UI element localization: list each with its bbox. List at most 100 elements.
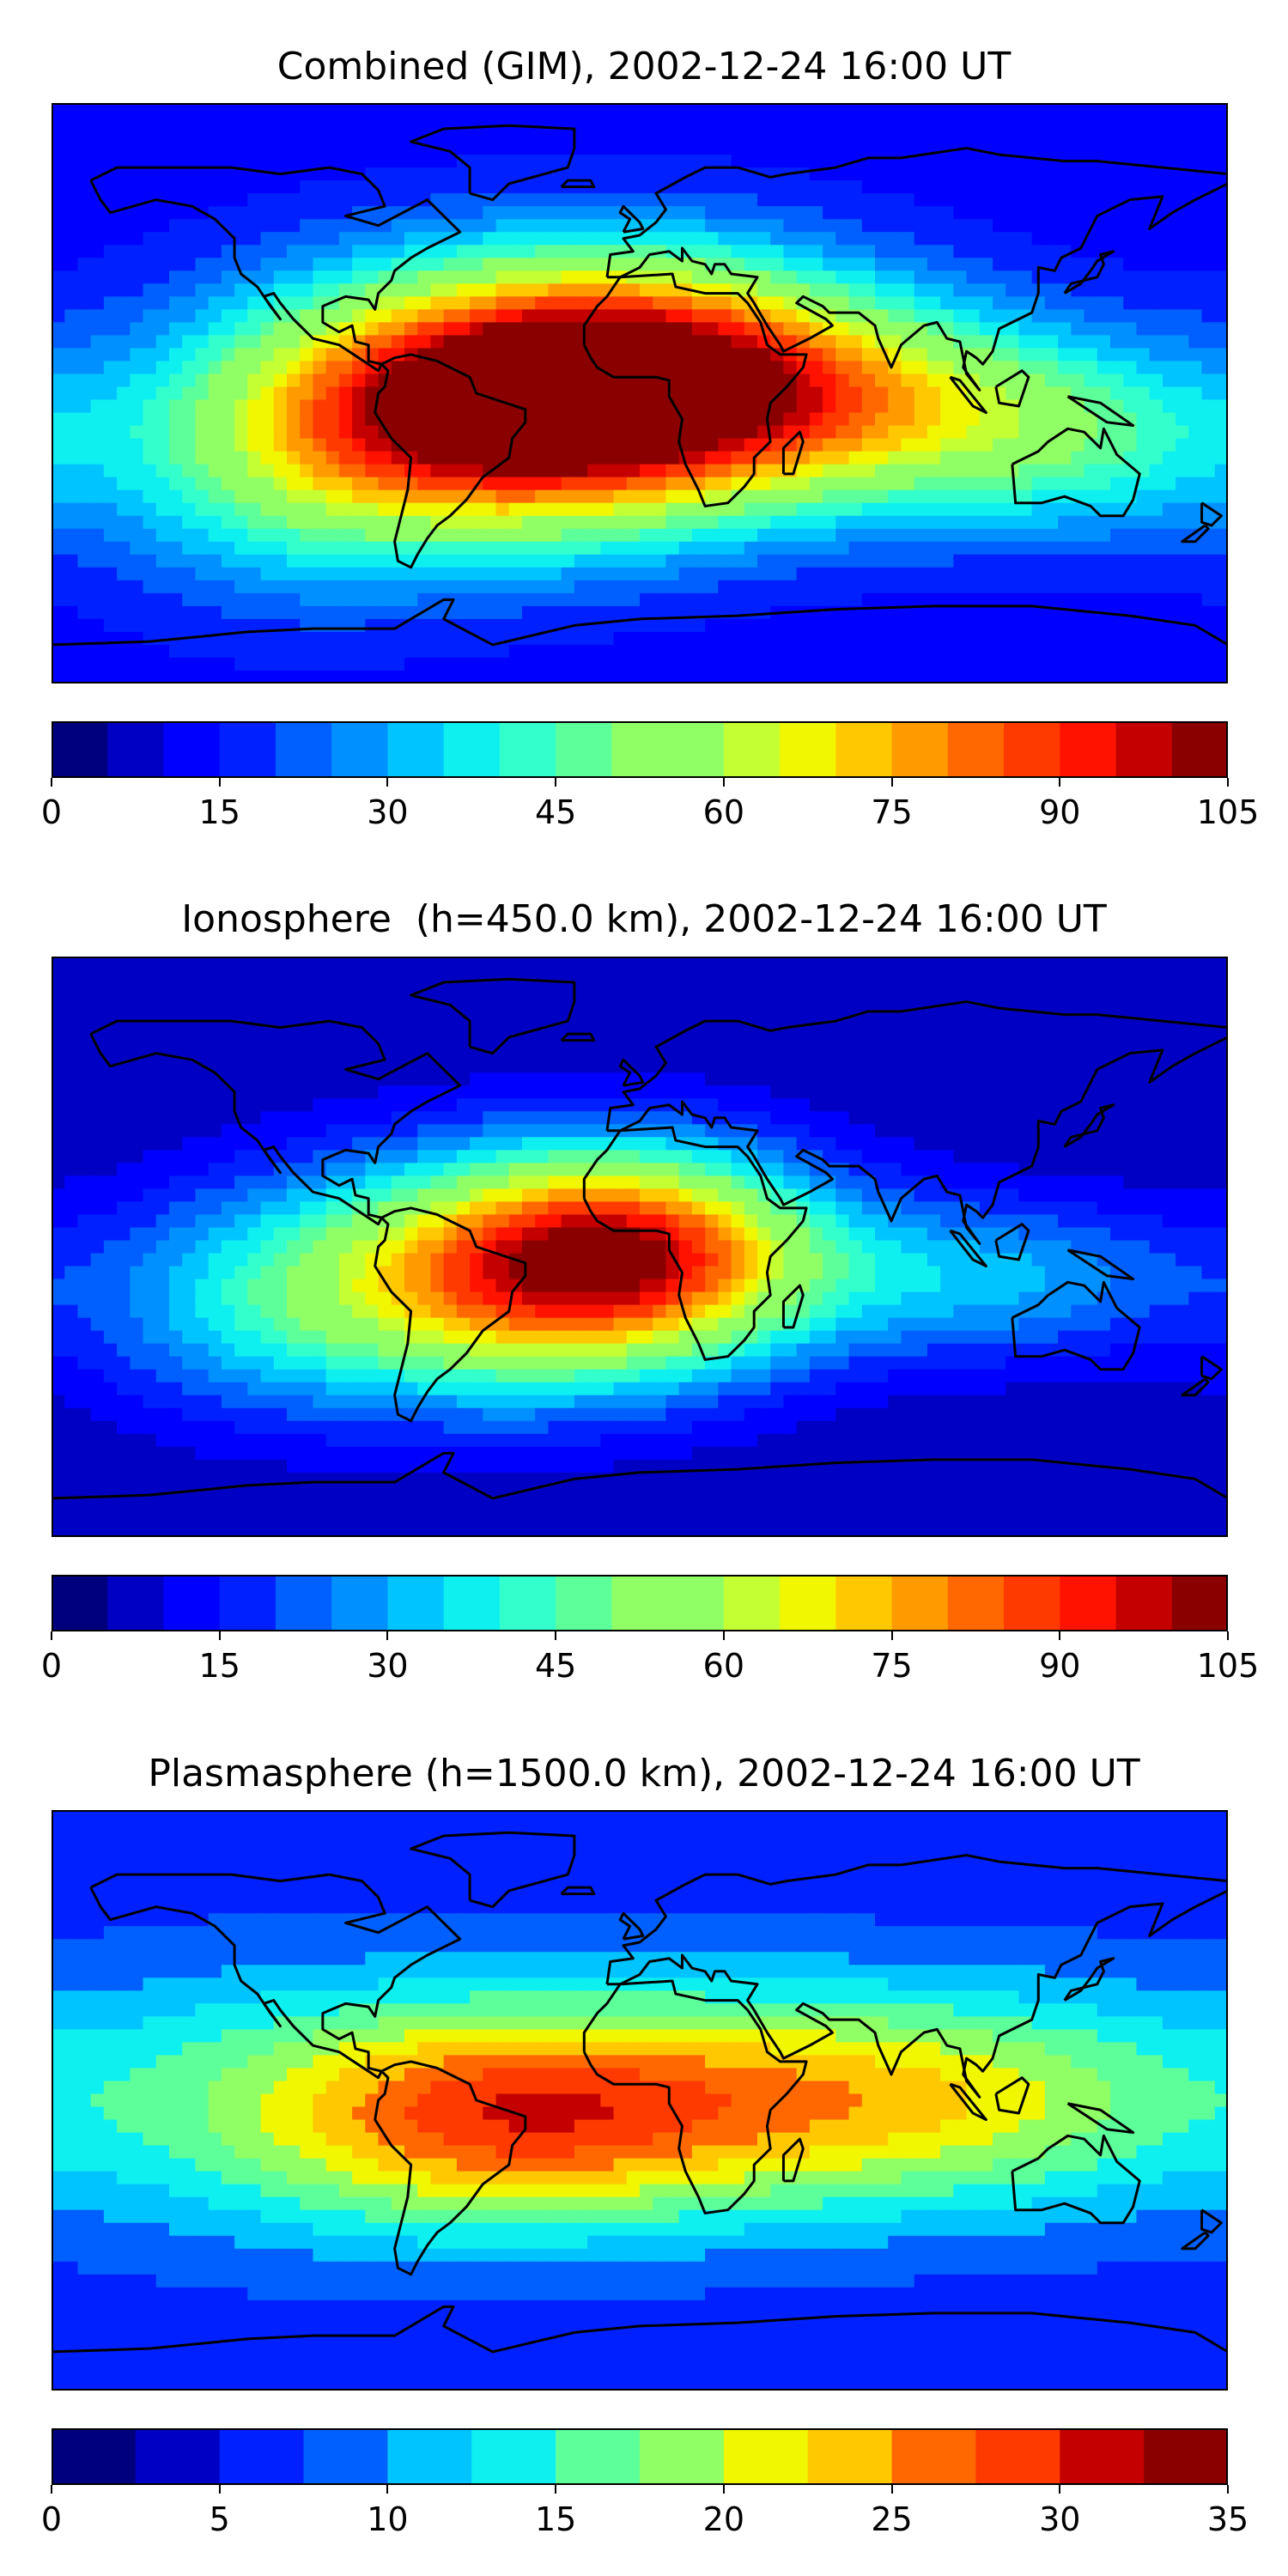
coastlines — [52, 1831, 1228, 2354]
colorbar-swatch — [52, 721, 108, 778]
coastline — [994, 2076, 1030, 2115]
coastline — [1200, 501, 1223, 527]
colorbar-tick-mark — [890, 2485, 893, 2494]
colorbar-swatch — [891, 2428, 976, 2485]
colorbar-frame — [52, 721, 1228, 778]
coastline — [1063, 250, 1115, 295]
coastline — [618, 1911, 645, 1941]
colorbar-swatch — [723, 2428, 809, 2485]
panel-2-map — [52, 957, 1228, 1537]
colorbar-swatch — [667, 721, 725, 778]
colorbar-swatch — [1144, 2428, 1228, 2485]
colorbar-tick-label: 105 — [1196, 793, 1260, 831]
colorbar-swatch — [331, 721, 388, 778]
coastline — [52, 598, 1228, 647]
colorbar-swatch — [807, 2428, 893, 2485]
coastline — [1063, 1103, 1115, 1148]
colorbar-swatch — [107, 721, 164, 778]
field-layer — [52, 957, 1228, 1537]
colorbar-tick-mark — [386, 2485, 389, 2494]
colorbar-tick-mark — [1227, 1631, 1229, 1640]
colorbar-swatch — [1115, 1575, 1173, 1631]
coastline — [410, 124, 576, 202]
map-frame — [52, 1810, 1228, 2391]
coastline — [374, 353, 527, 569]
colorbar-tick-label: 25 — [871, 2500, 913, 2538]
colorbar-tick-mark — [722, 2485, 725, 2494]
colorbar-tick-mark — [218, 1631, 221, 1640]
colorbar-swatch — [947, 721, 1005, 778]
colorbar-tick-label: 15 — [534, 2500, 577, 2538]
colorbar-swatch — [107, 1575, 164, 1631]
colorbar-swatch — [219, 2428, 305, 2485]
coastline — [1066, 395, 1135, 428]
field-layer — [52, 1810, 1228, 2391]
colorbar-swatch — [1115, 721, 1173, 778]
coastline — [52, 1451, 1228, 1500]
colorbar-tick-label: 0 — [40, 2500, 63, 2538]
colorbar-tick-mark — [1059, 778, 1061, 787]
colorbar-tick-label: 90 — [1039, 1647, 1081, 1685]
colorbar-swatch — [135, 2428, 221, 2485]
colorbar-tick-mark — [386, 778, 389, 787]
coastline — [605, 147, 1228, 392]
colorbar-swatch — [52, 2428, 137, 2485]
colorbar-swatch — [723, 1575, 781, 1631]
coastline — [560, 1886, 596, 1896]
field-layer — [52, 103, 1228, 683]
colorbar-tick-mark — [555, 778, 557, 787]
colorbar-swatch — [163, 721, 221, 778]
coastline — [1011, 427, 1141, 518]
colorbar-swatch — [975, 2428, 1060, 2485]
colorbar-swatch — [611, 721, 669, 778]
colorbar-tick-mark — [555, 2485, 557, 2494]
panel-1-colorbar — [52, 721, 1228, 778]
colorbar-swatch — [1004, 1575, 1060, 1631]
panel-3-colorbar — [52, 2428, 1228, 2485]
coastline — [1063, 1957, 1115, 2002]
colorbar-swatch — [556, 2428, 641, 2485]
colorbar-tick-label: 60 — [702, 793, 745, 831]
colorbar-tick-label: 30 — [367, 793, 409, 831]
panel-3-map — [52, 1810, 1228, 2391]
colorbar-swatch — [891, 721, 949, 778]
colorbar-swatch — [219, 721, 276, 778]
coastlines — [52, 124, 1228, 647]
coastline — [89, 166, 462, 373]
coastline — [374, 2060, 527, 2276]
map-frame — [52, 103, 1228, 683]
colorbar-swatch — [780, 721, 836, 778]
coastline — [1066, 1249, 1135, 1281]
coastline — [89, 1019, 462, 1226]
coastline — [781, 2137, 805, 2183]
colorbar-tick-label: 15 — [198, 793, 240, 831]
colorbar-swatch — [387, 1575, 445, 1631]
colorbar-swatch — [219, 1575, 276, 1631]
colorbar-tick-mark — [51, 1631, 52, 1640]
coastline — [560, 1032, 596, 1042]
colorbar-tick-label: 30 — [1039, 2500, 1081, 2538]
coastline — [1181, 524, 1210, 544]
colorbar-tick-mark — [51, 778, 52, 787]
coastline — [374, 1206, 527, 1423]
colorbar-swatch — [556, 1575, 612, 1631]
colorbar-swatch — [723, 721, 781, 778]
coastline — [605, 1000, 1228, 1245]
colorbar-swatch — [499, 1575, 556, 1631]
colorbar-tick-label: 20 — [702, 2500, 745, 2538]
colorbar-tick-label: 15 — [198, 1647, 240, 1685]
colorbar-swatch — [947, 1575, 1005, 1631]
coastline — [1066, 2102, 1135, 2135]
colorbar-tick-mark — [890, 1631, 893, 1640]
colorbar-tick-label: 75 — [871, 793, 913, 831]
colorbar-tick-mark — [218, 2485, 221, 2494]
colorbar-swatch — [1060, 2428, 1145, 2485]
coastline — [949, 2082, 987, 2122]
colorbar-swatch — [1060, 1575, 1117, 1631]
colorbar-swatch — [556, 721, 612, 778]
coastline — [1200, 2208, 1223, 2234]
colorbar-frame — [52, 1575, 1228, 1631]
coastline — [1011, 1280, 1141, 1371]
colorbar-swatch — [835, 1575, 893, 1631]
colorbar-tick-label: 45 — [534, 793, 577, 831]
